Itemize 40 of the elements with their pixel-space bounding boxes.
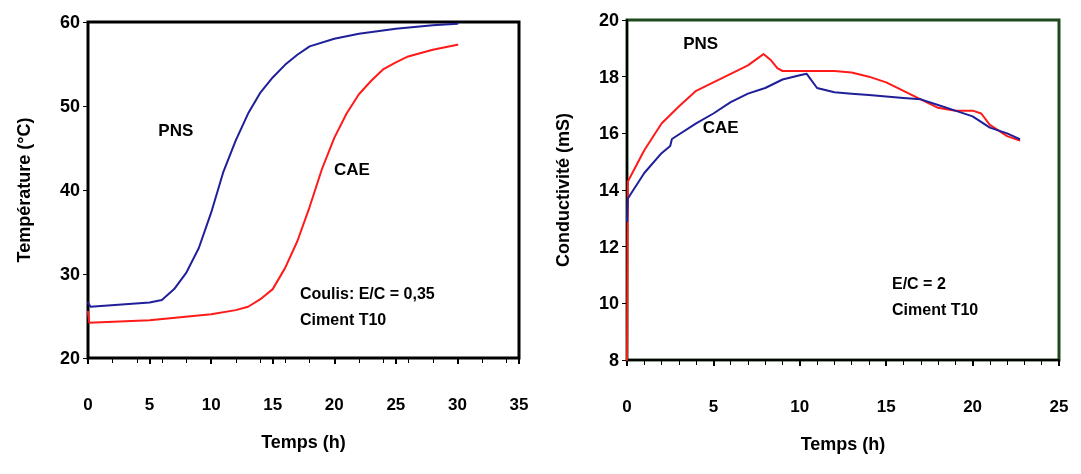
y-tick-label: 20: [59, 348, 80, 368]
x-tick-label: 20: [324, 395, 344, 414]
x-tick-label: 15: [263, 395, 283, 414]
y-axis-title: Température (°C): [14, 117, 34, 263]
x-tick-label: 30: [447, 395, 467, 414]
line-series: [626, 72, 1021, 223]
y-tick-label: 8: [608, 350, 619, 370]
x-tick-label: 0: [83, 395, 93, 414]
series-label: CAE: [334, 159, 370, 179]
x-tick-label: 25: [386, 395, 406, 414]
y-tick-label: 18: [598, 66, 619, 87]
text: PNS: [158, 120, 194, 140]
y-tick-label: 20: [598, 10, 619, 30]
series-label: CAE: [702, 117, 739, 137]
x-tick-label: 15: [876, 397, 896, 416]
y-tick-label: 30: [59, 264, 80, 284]
y-tick-label: 14: [598, 180, 619, 200]
annotation: Coulis: E/C = 0,35: [300, 284, 435, 302]
x-axis-title: Temps (h): [800, 434, 886, 454]
x-tick-label: 35: [509, 395, 529, 414]
y-tick-label: 60: [59, 12, 80, 32]
y-tick-label: 50: [59, 96, 80, 116]
line-series: [626, 53, 1021, 361]
annotation: Ciment T10: [300, 310, 387, 328]
x-tick-label: 0: [622, 397, 632, 416]
y-tick-label: 12: [598, 236, 619, 257]
x-tick-label: 10: [790, 397, 810, 416]
x-tick-label: 5: [144, 395, 155, 414]
y-tick-label: 10: [598, 293, 619, 314]
x-tick-label: 20: [963, 397, 983, 416]
x-axis-title: Temps (h): [261, 432, 346, 452]
y-tick-label: 16: [598, 123, 619, 144]
x-tick-label: 5: [708, 397, 719, 416]
y-tick-label: 40: [59, 180, 80, 200]
annotation: Ciment T10: [892, 300, 979, 318]
annotation: E/C = 2: [892, 274, 946, 292]
x-tick-label: 10: [201, 395, 221, 414]
series-label: PNS: [683, 34, 719, 54]
x-tick-label: 25: [1049, 397, 1069, 416]
y-axis-title: Conductivité (mS): [553, 112, 573, 268]
